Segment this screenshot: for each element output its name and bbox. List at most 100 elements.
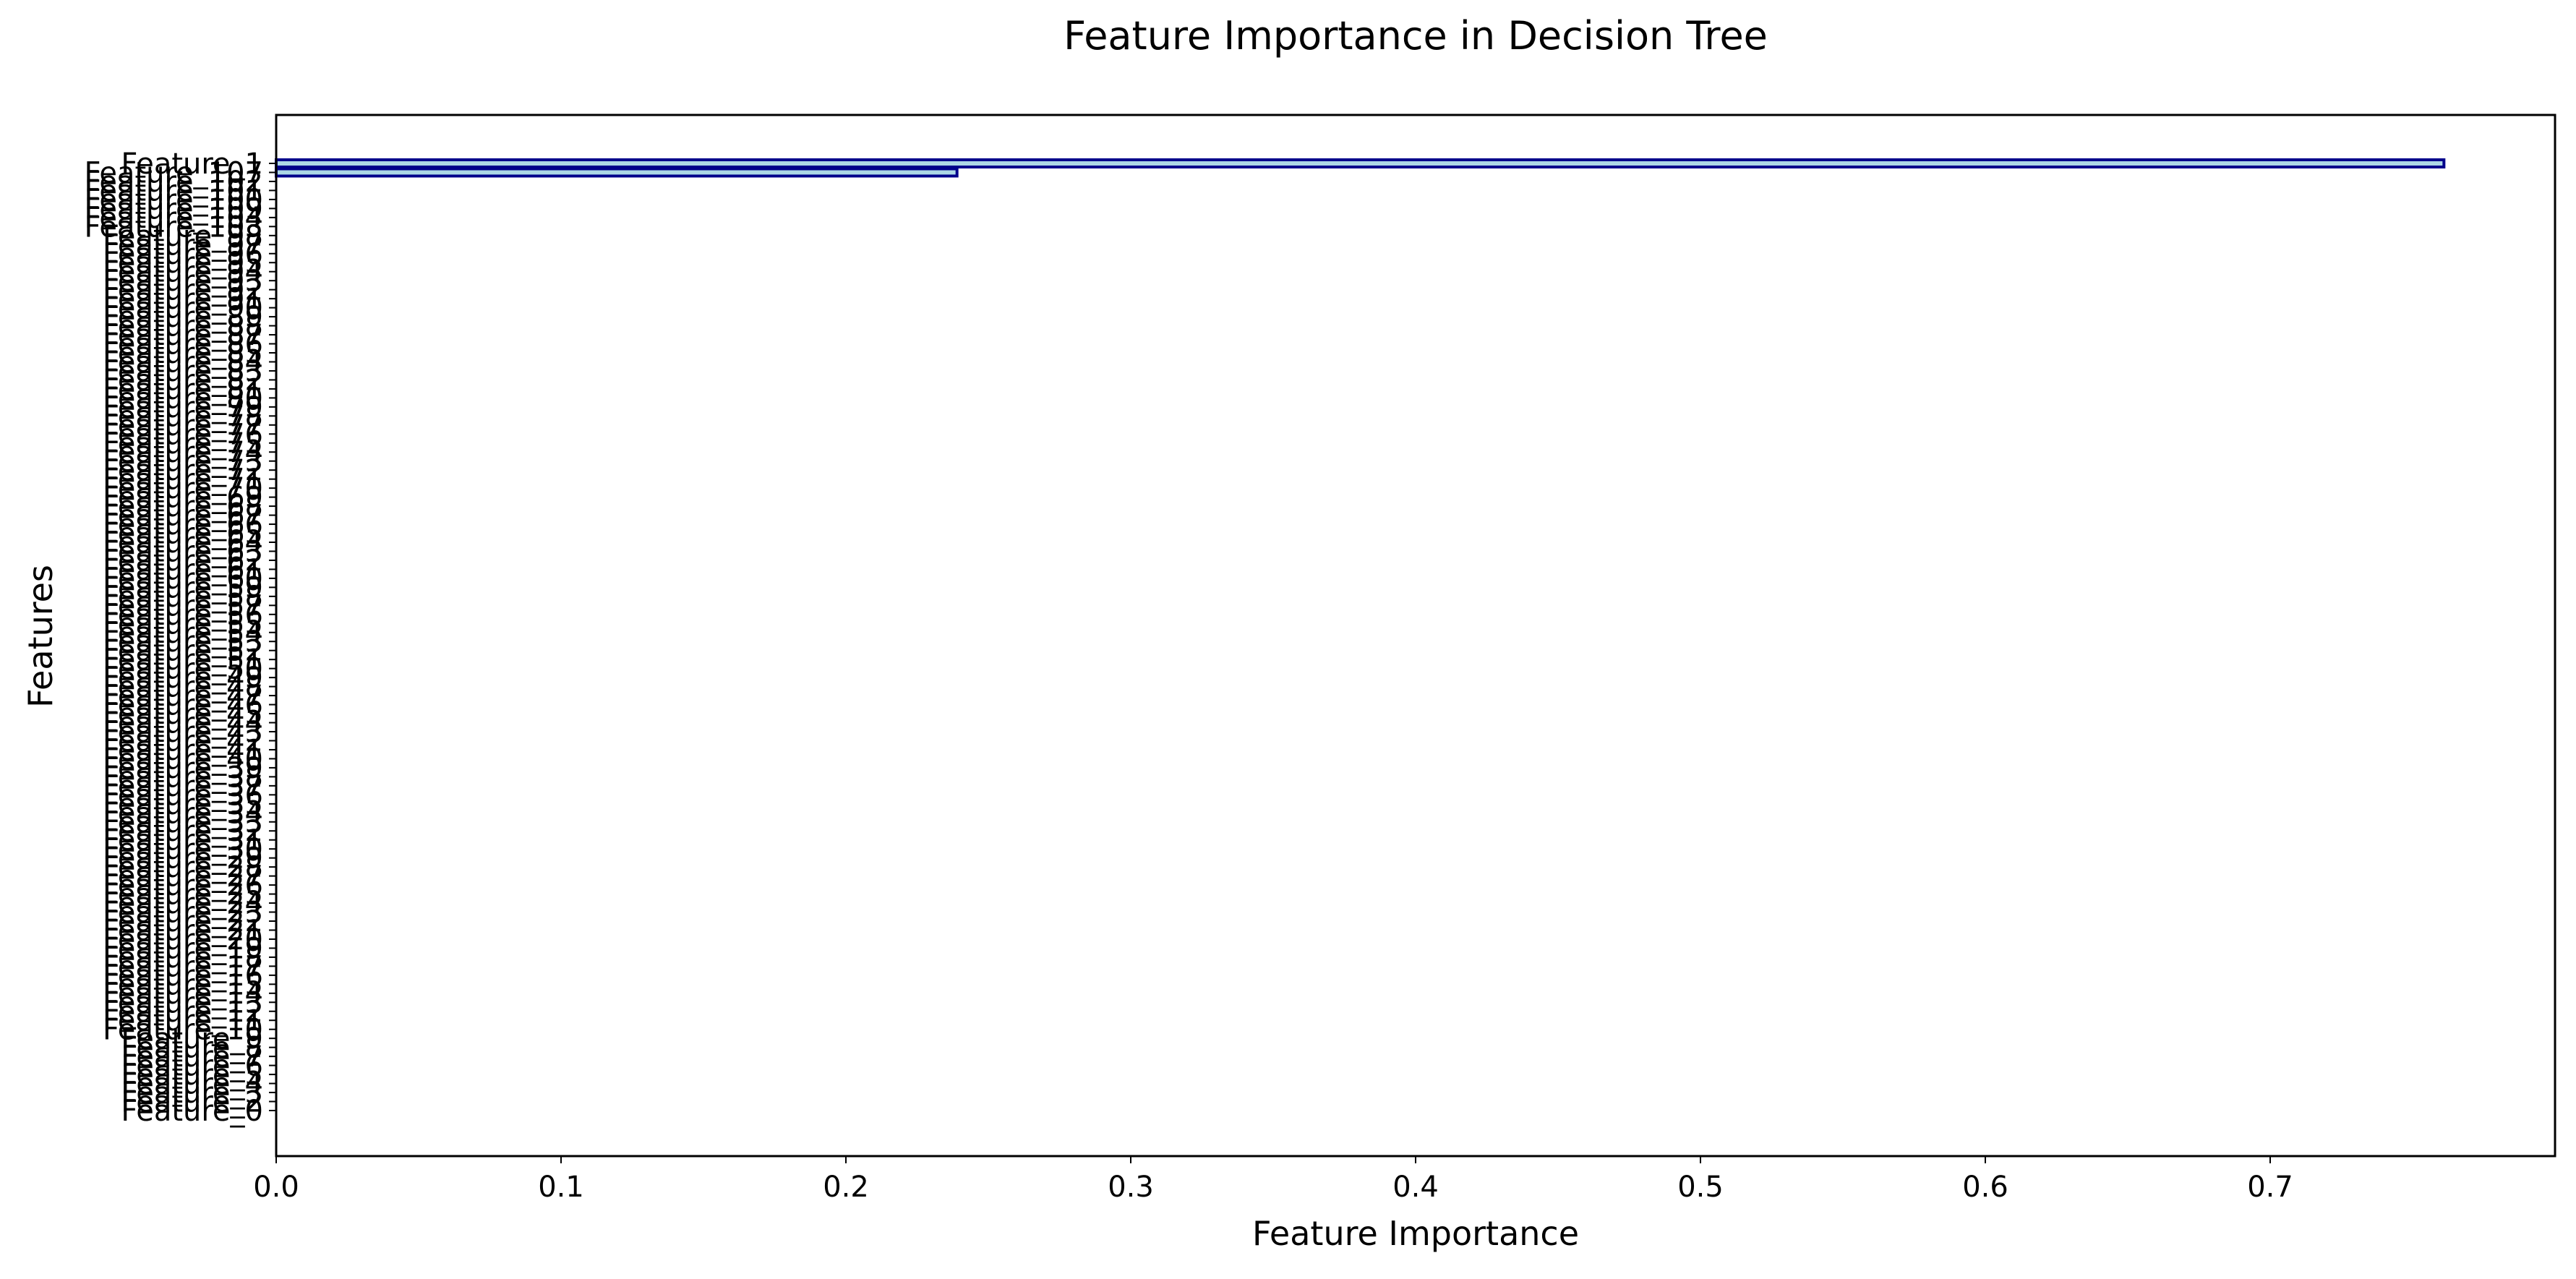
y-tick-label: Feature_25: [103, 878, 263, 912]
y-tick-label: Feature_75: [103, 427, 263, 461]
x-tick-label: 0.1: [538, 1171, 584, 1204]
y-tick-label: Feature_14: [103, 978, 263, 1011]
x-tick-label: 0.5: [1677, 1171, 1724, 1204]
y-tick-label: Feature_65: [103, 518, 263, 551]
y-tick-label: Feature_103: [85, 210, 264, 244]
y-tick-label: Feature_62: [103, 544, 263, 578]
y-tick-label: Feature_9: [121, 1022, 263, 1056]
y-tick-label: Feature_82: [103, 364, 263, 397]
y-tick-label: Feature_47: [103, 680, 263, 713]
y-tick-label: Feature_87: [103, 319, 263, 352]
y-tick-label: Feature_89: [103, 301, 263, 334]
bar: [275, 167, 959, 178]
y-tick-label: Feature_26: [103, 869, 263, 902]
y-tick-label: Feature_104: [85, 202, 264, 235]
y-axis-label: Features: [21, 565, 60, 708]
y-tick-label: Feature_100: [85, 184, 264, 217]
y-tick-label: Feature_109: [85, 192, 264, 226]
y-tick-label: Feature_21: [103, 914, 263, 947]
y-tick-label: Feature_81: [103, 373, 263, 406]
y-tick-label: Feature_92: [103, 274, 263, 307]
y-tick-label: Feature_43: [103, 716, 263, 749]
y-tick-label: Feature_50: [103, 653, 263, 686]
y-tick-label: Feature_74: [103, 436, 263, 469]
y-tick-label: Feature_63: [103, 535, 263, 568]
y-tick-label: Feature_19: [103, 932, 263, 965]
y-tick-label: Feature_85: [103, 337, 263, 370]
y-tick-label: Feature_53: [103, 625, 263, 659]
x-tick-label: 0.0: [253, 1171, 299, 1204]
bar: [275, 158, 2446, 168]
chart-title: Feature Importance in Decision Tree: [1064, 13, 1768, 59]
y-tick-label: Feature_7: [121, 1040, 263, 1074]
y-tick-label: Feature_102: [85, 166, 264, 199]
y-tick-label: Feature_79: [103, 391, 263, 424]
y-tick-label: Feature_12: [103, 996, 263, 1029]
y-tick-label: Feature_10: [103, 1014, 263, 1047]
y-tick-label: Feature_36: [103, 779, 263, 812]
y-tick-label: Feature_68: [103, 490, 263, 523]
y-tick-label: Feature_46: [103, 689, 263, 722]
y-tick-label: Feature_0: [121, 1095, 263, 1128]
y-tick-label: Feature_41: [103, 734, 263, 767]
y-tick-label: Feature_2: [121, 1086, 263, 1119]
y-tick-label: Feature_30: [103, 833, 263, 866]
y-tick-label: Feature_64: [103, 526, 263, 560]
y-tick-label: Feature_44: [103, 707, 263, 740]
y-tick-label: Feature_95: [103, 247, 263, 280]
x-tick-label: 0.2: [823, 1171, 869, 1204]
y-tick-label: Feature_39: [103, 752, 263, 785]
y-tick-label: Feature_27: [103, 860, 263, 894]
x-axis: 0.0 0.1 0.2 0.3 0.4 0.5 0.6 0.7: [253, 1156, 2293, 1204]
y-tick-label: Feature_77: [103, 409, 263, 442]
y-tick-label: Feature_69: [103, 482, 263, 515]
x-tick-label: 0.4: [1392, 1171, 1439, 1204]
y-tick-label: Feature_58: [103, 581, 263, 614]
y-tick-label: Feature_97: [103, 228, 263, 262]
y-tick-label: Feature_101: [85, 174, 264, 208]
y-tick-label: Feature_18: [103, 941, 263, 975]
y-tick-label: Feature_1: [121, 147, 263, 181]
y-tick-label: Feature_72: [103, 454, 263, 487]
y-tick-label: Feature_94: [103, 256, 263, 289]
y-tick-label: Feature_23: [103, 897, 263, 930]
y-tick-label: Feature_49: [103, 662, 263, 695]
y-tick-label: Feature_57: [103, 589, 263, 623]
y-tick-label: Feature_71: [103, 463, 263, 497]
y-tick-label: Feature_70: [103, 472, 263, 505]
y-tick-label: Feature_38: [103, 761, 263, 794]
y-tick-label: Feature_83: [103, 355, 263, 388]
y-tick-label: Feature_76: [103, 418, 263, 451]
y-tick-label: Feature_48: [103, 671, 263, 704]
y-tick-label: Feature_91: [103, 283, 263, 316]
x-tick-label: 0.3: [1108, 1171, 1154, 1204]
y-tick-label: Feature_29: [103, 842, 263, 876]
y-tick-label: Feature_90: [103, 292, 263, 325]
y-tick-label: Feature_60: [103, 562, 263, 596]
y-tick-label: Feature_5: [121, 1058, 263, 1092]
y-tick-label: Feature_61: [103, 553, 263, 586]
x-tick-label: 0.7: [2247, 1171, 2293, 1204]
y-tick-label: Feature_86: [103, 328, 263, 362]
y-tick-label: Feature_17: [103, 950, 263, 983]
y-tick-label: Feature_16: [103, 959, 263, 993]
y-tick-label: Feature_13: [103, 986, 263, 1019]
y-tick-label: Feature_28: [103, 851, 263, 884]
y-tick-label: Feature_84: [103, 346, 263, 379]
y-tick-label: Feature_98: [103, 220, 263, 253]
y-tick-label: Feature_40: [103, 743, 263, 776]
y-tick-label: Feature_22: [103, 905, 263, 938]
y-tick-label: Feature_4: [121, 1068, 263, 1101]
y-tick-label: Feature_6: [121, 1050, 263, 1083]
y-tick-label: Feature_15: [103, 968, 263, 1001]
y-tick-label: Feature_52: [103, 635, 263, 668]
y-axis: Feature_1Feature_107Feature_102Feature_1…: [85, 147, 276, 1128]
y-tick-label: Feature_3: [121, 1077, 263, 1110]
y-tick-label: Feature_24: [103, 887, 263, 920]
y-tick-label: Feature_54: [103, 617, 263, 650]
y-tick-label: Feature_56: [103, 599, 263, 632]
y-tick-label: Feature_80: [103, 382, 263, 415]
y-tick-label: Feature_45: [103, 698, 263, 731]
